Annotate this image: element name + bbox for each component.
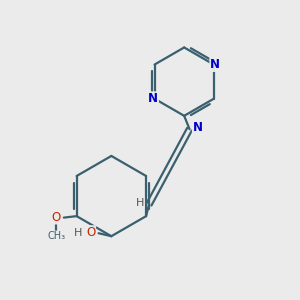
Text: CH₃: CH₃ xyxy=(47,231,65,241)
Text: N: N xyxy=(193,121,203,134)
Text: O: O xyxy=(52,211,61,224)
Text: N: N xyxy=(148,92,158,105)
Text: N: N xyxy=(210,58,220,71)
Text: H: H xyxy=(135,198,144,208)
Text: O: O xyxy=(86,226,95,239)
Text: H: H xyxy=(74,228,82,238)
